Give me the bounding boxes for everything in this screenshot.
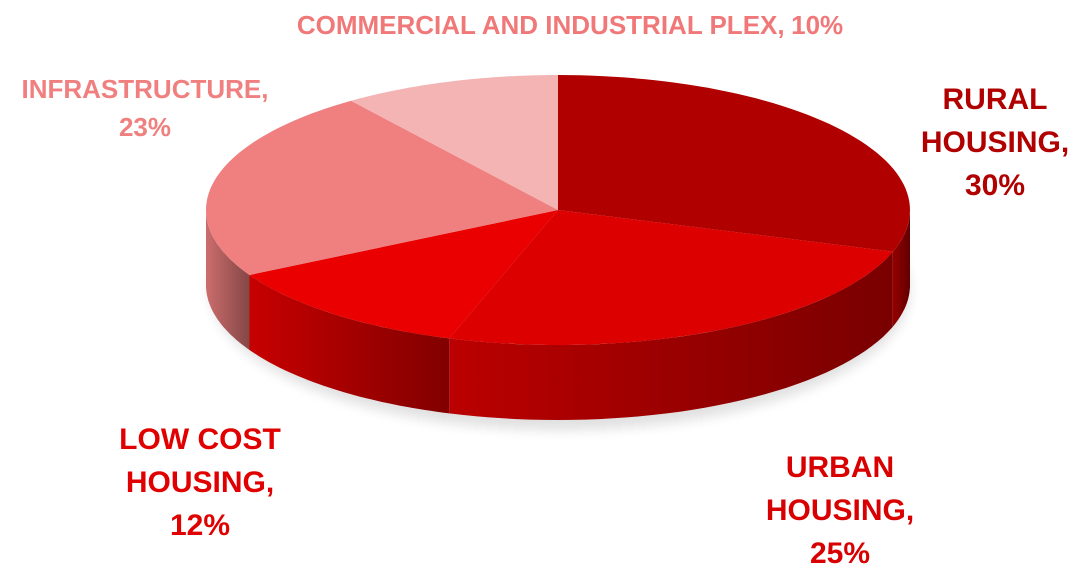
data-label: URBAN HOUSING 25% (745, 446, 935, 575)
category-label: INFRASTRUCTURE (22, 74, 269, 104)
data-label: LOW COST HOUSING 12% (100, 418, 300, 547)
slice (206, 100, 558, 275)
data-label: RURAL HOUSING 30% (905, 78, 1085, 207)
slice-side (449, 251, 893, 420)
value-label: 30% (964, 169, 1026, 202)
slice-side (249, 275, 450, 414)
slice-side (892, 210, 910, 327)
slice (449, 210, 893, 345)
value-label: 10% (791, 10, 844, 40)
value-label: 25% (809, 537, 871, 570)
category-label: COMMERCIAL AND INDUSTRIAL PLEX (297, 10, 785, 40)
category-label: RURAL HOUSING (921, 83, 1069, 159)
data-label: INFRASTRUCTURE 23% (0, 70, 290, 146)
data-label: COMMERCIAL AND INDUSTRIAL PLEX10% (180, 6, 960, 44)
slice-side (206, 210, 250, 350)
category-label: LOW COST HOUSING (119, 423, 281, 499)
category-label: URBAN HOUSING (766, 451, 914, 527)
value-label: 12% (169, 509, 231, 542)
slice (558, 75, 910, 252)
slice (351, 75, 558, 210)
value-label: 23% (118, 112, 172, 142)
slice (249, 210, 558, 339)
